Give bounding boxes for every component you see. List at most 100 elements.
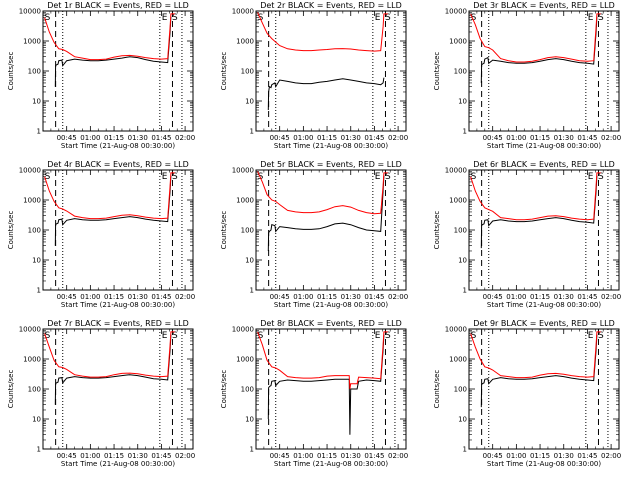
x-tick-label: 01:45 [151,134,171,142]
series-lld-line [470,13,601,63]
x-tick-label: 01:00 [506,134,526,142]
chart-title: Det 8r BLACK = Events, RED = LLD [260,319,402,328]
segment-marker-1: S [45,13,51,23]
y-tick-label: 10 [245,257,254,265]
y-tick-label: 10000 [445,8,467,16]
series-events-line [480,175,598,249]
y-tick-label: 1 [463,128,467,136]
x-tick-label: 01:15 [530,452,550,460]
y-axis-label: Counts/sec [220,52,228,91]
y-tick-label: 100 [454,68,467,76]
segment-marker-1: S [258,331,264,341]
y-tick-label: 10 [458,98,467,106]
x-axis-label: Start Time (21-Aug-08 00:30:00) [274,301,388,309]
segment-marker-3: S [172,13,178,23]
chart-panel-2: Det 2r BLACK = Events, RED = LLD 1 10 100 10… [220,1,408,150]
y-axis-label: Counts/sec [433,52,441,91]
y-tick-label: 1 [463,446,467,454]
x-tick-label: 01:30 [341,293,361,301]
chart-title: Det 1r BLACK = Events, RED = LLD [47,1,189,10]
x-tick-label: 02:00 [388,134,408,142]
y-tick-label: 1 [37,446,41,454]
x-axis-label: Start Time (21-Aug-08 00:30:00) [274,460,388,468]
x-tick-label: 01:15 [104,134,124,142]
x-tick-label: 00:45 [270,134,290,142]
x-tick-label: 01:15 [530,293,550,301]
y-tick-label: 1 [250,287,254,295]
y-tick-label: 10000 [445,326,467,334]
x-tick-label: 02:00 [175,452,195,460]
y-tick-label: 1000 [23,197,41,205]
segment-marker-3: S [385,331,391,341]
series-events-line [480,334,598,408]
y-tick-label: 1000 [449,197,467,205]
x-tick-label: 01:15 [104,452,124,460]
y-tick-label: 10000 [19,326,41,334]
segment-marker-2: E [588,172,594,182]
x-axis-label: Start Time (21-Aug-08 00:30:00) [61,460,175,468]
chart-title: Det 9r BLACK = Events, RED = LLD [473,319,615,328]
x-tick-label: 01:00 [80,134,100,142]
x-tick-label: 01:15 [530,134,550,142]
x-tick-label: 01:30 [128,293,148,301]
segment-marker-3: S [598,172,604,182]
y-tick-label: 10000 [232,326,254,334]
series-lld-line [257,171,388,215]
y-tick-label: 100 [241,386,254,394]
x-tick-label: 01:15 [317,293,337,301]
y-tick-label: 100 [28,68,41,76]
y-tick-label: 10 [32,257,41,265]
x-tick-label: 00:45 [270,293,290,301]
y-axis-label: Counts/sec [220,211,228,250]
x-tick-label: 01:30 [128,452,148,460]
x-axis-label: Start Time (21-Aug-08 00:30:00) [61,301,175,309]
segment-marker-1: S [45,172,51,182]
series-events-line [480,16,598,83]
y-tick-label: 10000 [232,8,254,16]
chart-panel-9: Det 9r BLACK = Events, RED = LLD 1 10 100 10… [433,319,621,468]
x-tick-label: 01:15 [317,134,337,142]
x-tick-label: 01:45 [151,293,171,301]
x-tick-label: 02:00 [175,293,195,301]
y-tick-label: 1000 [23,356,41,364]
series-events-line [267,334,385,435]
x-tick-label: 02:00 [175,134,195,142]
x-tick-label: 01:30 [554,452,574,460]
segment-marker-1: S [45,331,51,341]
y-tick-label: 10 [245,98,254,106]
y-tick-label: 100 [28,227,41,235]
chart-title: Det 5r BLACK = Events, RED = LLD [260,160,402,169]
y-axis-label: Counts/sec [7,211,15,250]
x-tick-label: 02:00 [601,452,621,460]
x-tick-label: 01:45 [364,293,384,301]
segment-marker-3: S [172,172,178,182]
series-events-line [54,175,172,246]
x-tick-label: 01:00 [80,293,100,301]
y-tick-label: 10 [458,416,467,424]
x-tick-label: 00:45 [57,452,77,460]
series-events-line [54,334,172,405]
y-tick-label: 10000 [445,167,467,175]
x-tick-label: 01:00 [506,293,526,301]
y-tick-label: 100 [454,227,467,235]
segment-marker-2: E [162,331,168,341]
y-tick-label: 1 [463,287,467,295]
x-axis-label: Start Time (21-Aug-08 00:30:00) [487,301,601,309]
series-events-line [267,175,385,252]
x-tick-label: 01:00 [293,293,313,301]
x-axis-label: Start Time (21-Aug-08 00:30:00) [487,460,601,468]
chart-title: Det 2r BLACK = Events, RED = LLD [260,1,402,10]
series-lld-line [257,331,388,390]
x-tick-label: 01:30 [341,452,361,460]
x-tick-label: 02:00 [388,293,408,301]
x-tick-label: 01:15 [104,293,124,301]
series-lld-line [44,331,175,378]
y-tick-label: 1000 [449,356,467,364]
x-tick-label: 01:30 [554,293,574,301]
y-axis-label: Counts/sec [433,370,441,409]
x-tick-label: 01:45 [364,134,384,142]
plot-frame [255,10,407,132]
y-axis-label: Counts/sec [220,370,228,409]
y-tick-label: 1 [37,287,41,295]
